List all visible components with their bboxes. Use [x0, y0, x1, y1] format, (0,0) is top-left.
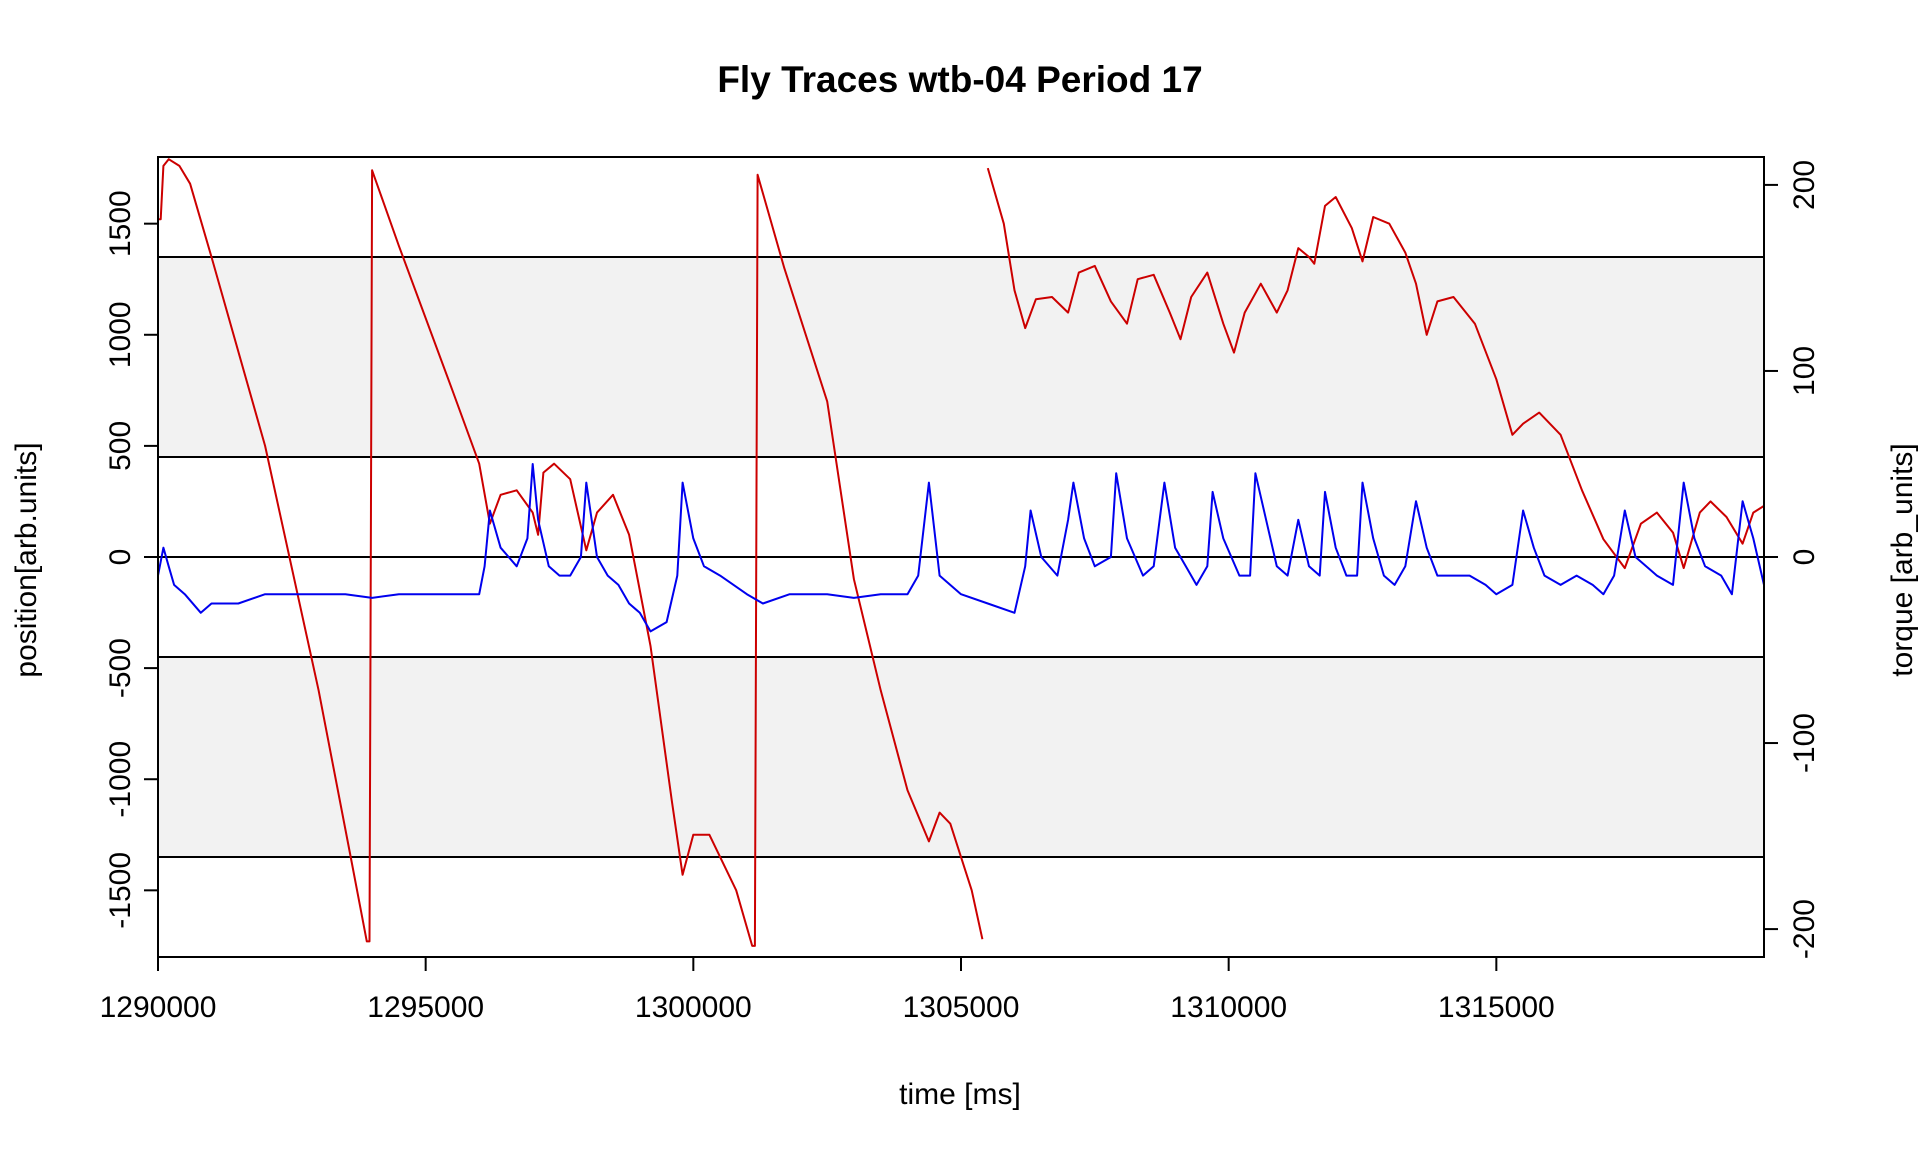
y-tick-label-0: -1500 — [104, 852, 137, 929]
x-axis-label: time [ms] — [899, 1078, 1021, 1111]
x-tick-label-0: 1290000 — [100, 991, 217, 1024]
y-tick-label-5: 1000 — [104, 301, 137, 368]
x-tick-label-1: 1295000 — [367, 991, 484, 1024]
chart-title: Fly Traces wtb-04 Period 17 — [717, 59, 1202, 100]
series-1-segment-0 — [157, 463, 1765, 633]
series-0-segment-0 — [158, 158, 984, 947]
y-axis-right: -200 -100 0 100 200 — [1764, 160, 1821, 959]
x-tick-label-5: 1315000 — [1438, 991, 1555, 1024]
y-axis-label: position[arb.units] — [10, 442, 43, 677]
shaded-bands — [158, 257, 1764, 857]
y-tick-label-3: 0 — [104, 549, 137, 566]
x-axis: 1290000 1295000 1300000 1305000 1310000 13150… — [100, 957, 1555, 1024]
y-right-tick-label-2: 0 — [1788, 549, 1821, 566]
y-tick-label-2: -500 — [104, 638, 137, 698]
y-axis-right-label: torque [arb_units] — [1886, 443, 1919, 676]
series-lines — [157, 158, 1765, 947]
y-tick-label-4: 500 — [104, 421, 137, 471]
reference-lines — [158, 256, 1764, 858]
y-right-tick-label-3: 100 — [1788, 346, 1821, 396]
y-right-tick-label-4: 200 — [1788, 160, 1821, 210]
y-right-tick-label-0: -200 — [1788, 899, 1821, 959]
x-tick-label-2: 1300000 — [635, 991, 752, 1024]
y-axis-left: -1500 -1000 -500 0 500 1000 1500 — [104, 190, 158, 929]
x-tick-label-3: 1305000 — [903, 991, 1020, 1024]
band-0 — [158, 257, 1764, 457]
y-tick-label-1: -1000 — [104, 741, 137, 818]
x-tick-label-4: 1310000 — [1170, 991, 1287, 1024]
band-1 — [158, 657, 1764, 857]
series-0-segment-1 — [986, 167, 1765, 570]
y-right-tick-label-1: -100 — [1788, 713, 1821, 773]
y-tick-label-6: 1500 — [104, 190, 137, 257]
